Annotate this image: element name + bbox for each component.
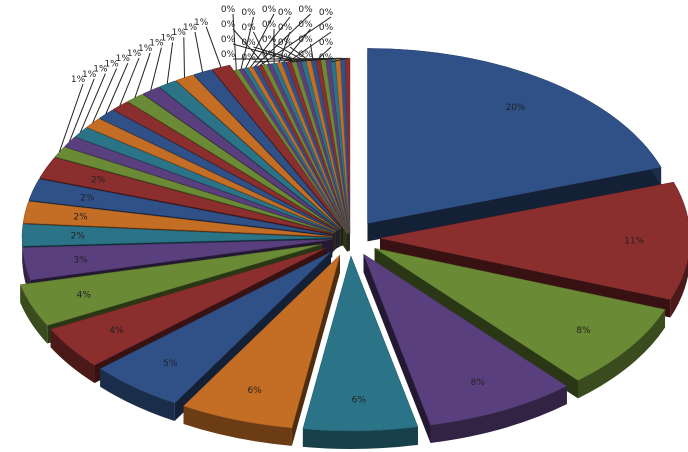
- data-label: 1%: [104, 59, 119, 69]
- data-label: 2%: [73, 213, 88, 223]
- leader-line: [310, 43, 314, 60]
- data-label: 1%: [138, 44, 153, 54]
- leader-line: [288, 31, 332, 63]
- data-label: 0%: [278, 53, 293, 63]
- data-label: 0%: [241, 53, 256, 63]
- leader-line: [254, 13, 311, 67]
- leader-line: [68, 78, 95, 142]
- pie-slice: [302, 255, 419, 449]
- data-label: 0%: [262, 5, 277, 15]
- data-label: 1%: [71, 75, 86, 85]
- pie-slice: [362, 253, 568, 443]
- data-label: 0%: [262, 20, 277, 30]
- leader-line: [119, 57, 140, 106]
- leader-line: [80, 73, 106, 133]
- data-label: 1%: [127, 49, 142, 59]
- leader-line: [166, 42, 174, 84]
- data-label: 1%: [172, 28, 187, 38]
- data-label: 1%: [194, 18, 209, 28]
- leader-line: [58, 83, 84, 153]
- leader-line: [330, 57, 348, 63]
- data-label: 2%: [80, 194, 95, 204]
- data-label: 0%: [319, 23, 334, 33]
- leader-line: [283, 28, 311, 63]
- leader-line: [310, 57, 343, 60]
- data-label: 0%: [262, 35, 277, 45]
- data-label: 3%: [73, 256, 88, 266]
- data-label: 0%: [298, 35, 313, 45]
- data-label: 6%: [352, 395, 367, 405]
- leader-line: [150, 47, 162, 91]
- leader-line: [253, 46, 299, 62]
- data-label: 1%: [183, 23, 198, 33]
- leader-line: [92, 68, 118, 124]
- data-label: 2%: [71, 232, 86, 242]
- data-label: 4%: [109, 326, 124, 336]
- data-label: 0%: [262, 50, 277, 60]
- leader-line: [194, 31, 203, 73]
- data-label: 0%: [221, 5, 236, 15]
- leader-line: [232, 13, 237, 71]
- data-label: 0%: [298, 50, 313, 60]
- data-label: 0%: [319, 53, 334, 63]
- data-label: 0%: [241, 23, 256, 33]
- data-label: 20%: [506, 103, 526, 113]
- pie-slice: [183, 254, 341, 446]
- data-label: 0%: [241, 38, 256, 48]
- data-label: 8%: [471, 378, 486, 388]
- leader-line: [105, 63, 129, 115]
- leader-line: [205, 26, 222, 68]
- data-label: 8%: [576, 326, 591, 336]
- leader-line: [232, 43, 294, 62]
- leader-line: [183, 37, 185, 78]
- data-label: 4%: [77, 291, 92, 301]
- leader-line: [259, 16, 332, 67]
- data-label: 2%: [91, 176, 106, 186]
- data-label: 1%: [116, 54, 131, 64]
- data-label: 11%: [624, 237, 644, 247]
- leader-line: [240, 16, 254, 70]
- data-label: 0%: [319, 38, 334, 48]
- data-label: 5%: [163, 359, 178, 369]
- data-label: 0%: [221, 20, 236, 30]
- leader-line: [273, 43, 304, 61]
- data-label: 1%: [149, 39, 164, 49]
- data-label: 0%: [319, 8, 334, 18]
- data-label: 1%: [160, 33, 175, 43]
- data-label: 0%: [298, 5, 313, 15]
- data-label: 0%: [278, 23, 293, 33]
- data-label: 6%: [247, 386, 262, 396]
- data-label: 0%: [278, 8, 293, 18]
- data-label: 0%: [298, 20, 313, 30]
- data-label: 0%: [278, 38, 293, 48]
- data-label: 1%: [93, 65, 108, 75]
- data-label: 1%: [82, 70, 97, 80]
- data-label: 0%: [241, 8, 256, 18]
- pie-slice: [367, 48, 662, 242]
- leader-line: [317, 46, 332, 60]
- leader-line: [134, 52, 151, 98]
- data-label: 0%: [221, 35, 236, 45]
- leader-line: [289, 46, 309, 61]
- data-label: 0%: [221, 50, 236, 60]
